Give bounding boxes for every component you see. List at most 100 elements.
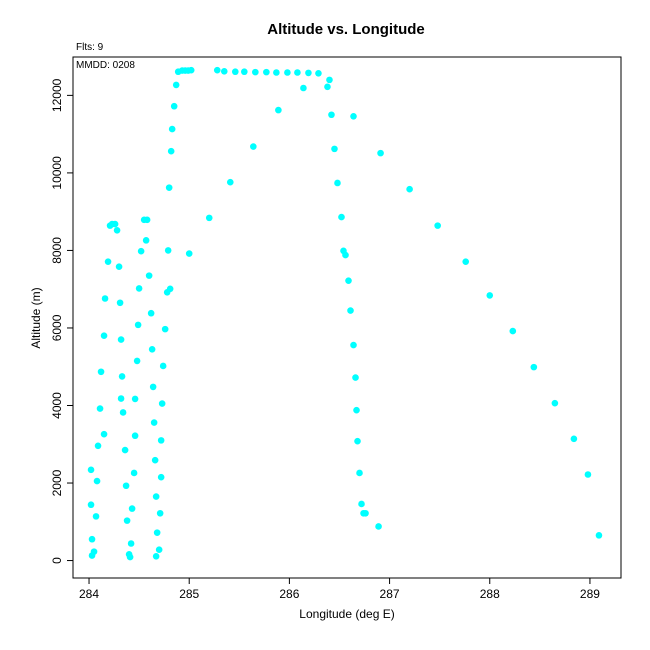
data-point: [213, 66, 221, 74]
data-point: [205, 214, 213, 222]
data-point: [137, 247, 145, 255]
data-point: [354, 437, 361, 445]
data-point: [334, 179, 341, 187]
data-point: [347, 307, 354, 314]
data-point: [156, 509, 164, 517]
data-point: [155, 546, 163, 554]
scatter-points: [87, 66, 603, 561]
data-point: [164, 247, 172, 254]
data-point: [509, 327, 517, 335]
data-point: [158, 400, 166, 407]
data-point: [130, 469, 138, 477]
data-point: [284, 69, 291, 76]
data-point: [149, 383, 157, 391]
data-point: [159, 362, 167, 370]
x-tick-label: 286: [279, 587, 299, 601]
y-tick-label: 0: [50, 557, 64, 564]
x-axis-label: Longitude (deg E): [299, 607, 394, 621]
data-point: [142, 237, 150, 244]
data-point: [377, 149, 384, 157]
data-point: [434, 222, 441, 229]
y-axis: 0 2000 4000 6000 8000 10000 12000: [50, 78, 73, 564]
data-point: [358, 500, 365, 508]
chart-title: Altitude vs. Longitude: [267, 21, 425, 38]
data-point: [350, 113, 357, 120]
y-tick-label: 4000: [50, 392, 64, 419]
data-point: [117, 395, 125, 402]
data-point: [151, 456, 159, 464]
data-point: [123, 517, 131, 524]
data-point: [584, 471, 592, 478]
data-point: [275, 106, 282, 114]
data-point: [185, 250, 193, 257]
data-point: [153, 529, 161, 536]
data-point: [300, 84, 307, 92]
data-point: [93, 477, 101, 485]
data-point: [119, 409, 127, 416]
data-point: [143, 216, 151, 224]
data-point: [250, 143, 257, 150]
flights-annotation: Flts: 9: [76, 42, 104, 53]
x-tick-label: 287: [380, 587, 400, 601]
data-point: [97, 368, 105, 376]
data-point: [113, 226, 121, 234]
data-point: [133, 357, 141, 365]
data-point: [263, 68, 270, 76]
data-point: [326, 76, 333, 84]
data-point: [152, 493, 160, 500]
data-point: [570, 435, 578, 443]
data-point: [356, 469, 363, 477]
data-point: [324, 83, 331, 91]
y-tick-label: 8000: [50, 237, 64, 264]
data-point: [131, 432, 139, 440]
date-annotation: MMDD: 0208: [76, 60, 135, 71]
data-point: [96, 405, 104, 412]
x-axis: 284 285 286 287 288 289: [79, 578, 600, 601]
data-point: [345, 277, 352, 284]
x-tick-label: 289: [580, 587, 600, 601]
y-axis-label: Altitude (m): [29, 287, 43, 348]
data-point: [462, 258, 470, 265]
data-point: [148, 345, 156, 353]
data-point: [147, 309, 155, 317]
data-point: [167, 147, 175, 155]
data-point: [172, 81, 180, 89]
data-point: [101, 295, 109, 302]
data-point: [305, 69, 312, 77]
data-point: [157, 437, 165, 444]
data-point: [150, 419, 158, 426]
data-point: [375, 523, 382, 530]
data-point: [252, 68, 259, 76]
data-point: [187, 66, 195, 74]
data-point: [161, 325, 169, 333]
data-point: [220, 68, 228, 75]
data-point: [152, 552, 160, 560]
y-tick-label: 10000: [50, 156, 64, 190]
data-point: [87, 501, 95, 509]
data-point: [117, 336, 125, 343]
data-point: [226, 178, 234, 186]
data-point: [551, 399, 559, 407]
y-tick-label: 12000: [50, 78, 64, 112]
data-point: [342, 251, 349, 259]
data-point: [94, 442, 102, 450]
data-point: [87, 466, 95, 474]
y-tick-label: 2000: [50, 469, 64, 496]
data-point: [168, 125, 176, 133]
data-point: [331, 145, 338, 153]
data-point: [122, 482, 130, 490]
data-point: [595, 532, 603, 539]
data-point: [127, 540, 135, 547]
data-point: [111, 220, 119, 228]
x-tick-label: 285: [179, 587, 199, 601]
data-point: [92, 513, 100, 520]
data-point: [170, 102, 178, 110]
data-point: [350, 341, 357, 349]
data-point: [100, 430, 108, 438]
data-point: [294, 69, 301, 76]
x-tick-label: 284: [79, 587, 99, 601]
data-point: [90, 548, 98, 555]
data-point: [88, 535, 96, 543]
data-point: [135, 285, 143, 292]
